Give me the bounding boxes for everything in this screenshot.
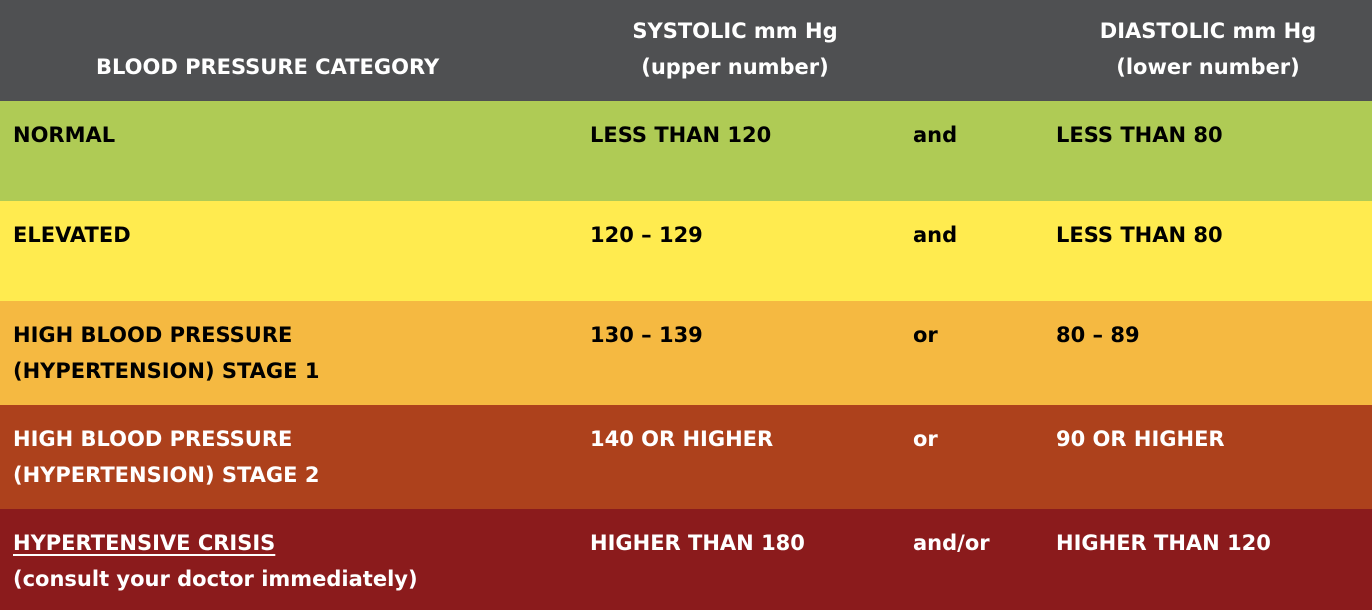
- category-label: NORMAL: [13, 123, 116, 147]
- row-crisis: HYPERTENSIVE CRISIS (consult your doctor…: [0, 509, 1372, 610]
- category-sublabel: (HYPERTENSION) STAGE 1: [13, 359, 320, 383]
- header-diastolic-subtitle: (lower number): [1116, 55, 1300, 79]
- systolic-cell: 120 – 129: [590, 223, 703, 247]
- header-systolic: SYSTOLIC mm Hg (upper number): [625, 13, 845, 85]
- category-cell: HIGH BLOOD PRESSURE (HYPERTENSION) STAGE…: [13, 421, 319, 493]
- row-stage-2: HIGH BLOOD PRESSURE (HYPERTENSION) STAGE…: [0, 405, 1372, 509]
- header-systolic-subtitle: (upper number): [641, 55, 829, 79]
- conjunction-cell: or: [913, 323, 938, 347]
- conjunction-cell: or: [913, 427, 938, 451]
- category-label: HIGH BLOOD PRESSURE: [13, 427, 293, 451]
- category-label: HIGH BLOOD PRESSURE: [13, 323, 293, 347]
- systolic-cell: LESS THAN 120: [590, 123, 772, 147]
- systolic-cell: 140 OR HIGHER: [590, 427, 774, 451]
- row-normal: NORMAL LESS THAN 120 and LESS THAN 80: [0, 101, 1372, 201]
- row-stage-1: HIGH BLOOD PRESSURE (HYPERTENSION) STAGE…: [0, 301, 1372, 405]
- header-category: BLOOD PRESSURE CATEGORY: [96, 55, 440, 79]
- category-cell: ELEVATED: [13, 217, 131, 253]
- category-cell: HYPERTENSIVE CRISIS (consult your doctor…: [13, 525, 418, 597]
- systolic-cell: 130 – 139: [590, 323, 703, 347]
- category-sublabel: (consult your doctor immediately): [13, 567, 418, 591]
- diastolic-cell: 90 OR HIGHER: [1056, 427, 1225, 451]
- diastolic-cell: LESS THAN 80: [1056, 223, 1223, 247]
- header-diastolic: DIASTOLIC mm Hg (lower number): [1090, 13, 1326, 85]
- conjunction-cell: and: [913, 223, 958, 247]
- diastolic-cell: 80 – 89: [1056, 323, 1140, 347]
- conjunction-cell: and: [913, 123, 958, 147]
- category-label: HYPERTENSIVE CRISIS: [13, 531, 276, 555]
- header-systolic-title: SYSTOLIC mm Hg: [632, 19, 838, 43]
- conjunction-cell: and/or: [913, 531, 990, 555]
- category-cell: HIGH BLOOD PRESSURE (HYPERTENSION) STAGE…: [13, 317, 319, 389]
- systolic-cell: HIGHER THAN 180: [590, 531, 805, 555]
- category-cell: NORMAL: [13, 117, 115, 153]
- category-sublabel: (HYPERTENSION) STAGE 2: [13, 463, 320, 487]
- header-diastolic-title: DIASTOLIC mm Hg: [1099, 19, 1317, 43]
- category-label: ELEVATED: [13, 223, 131, 247]
- row-elevated: ELEVATED 120 – 129 and LESS THAN 80: [0, 201, 1372, 301]
- table-header: BLOOD PRESSURE CATEGORY SYSTOLIC mm Hg (…: [0, 0, 1372, 101]
- diastolic-cell: LESS THAN 80: [1056, 123, 1223, 147]
- diastolic-cell: HIGHER THAN 120: [1056, 531, 1271, 555]
